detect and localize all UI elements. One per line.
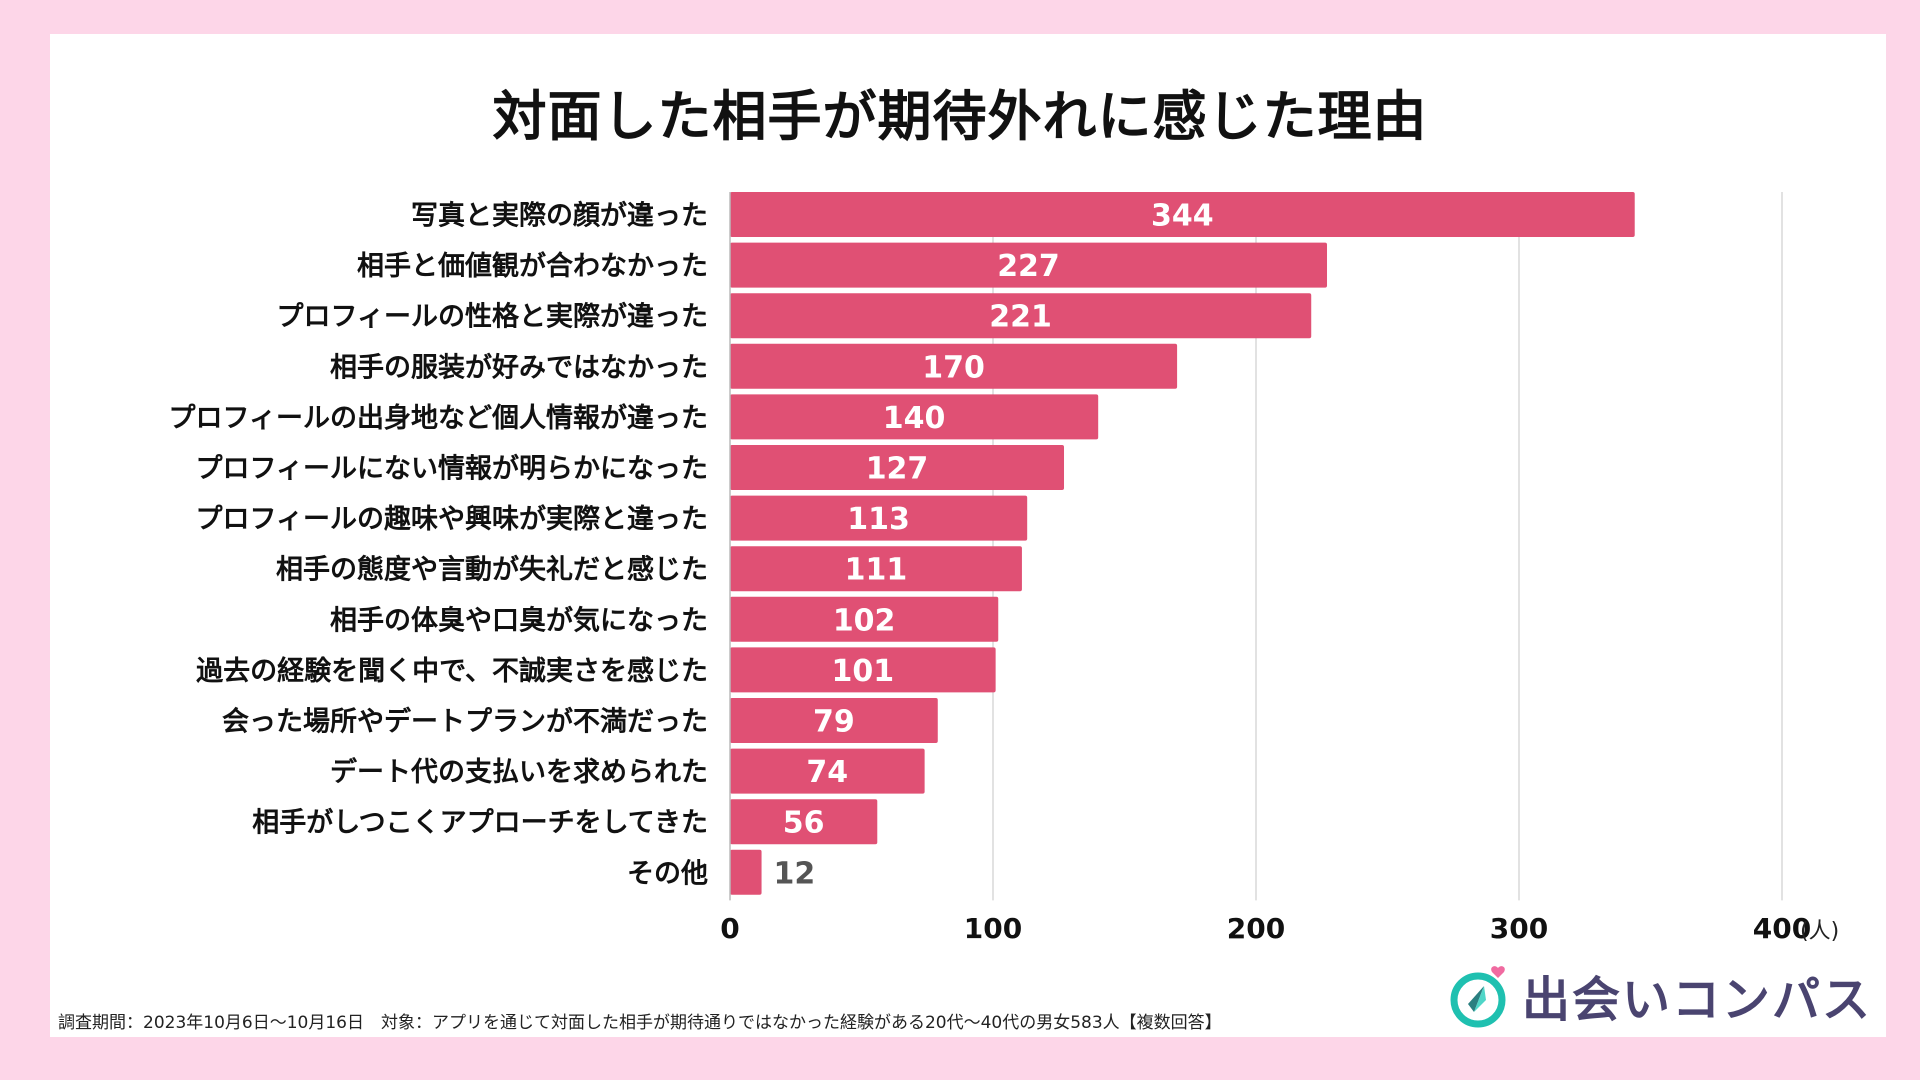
bar	[730, 242, 1328, 288]
data-label: 111	[845, 553, 908, 588]
category-label: 相手と価値観が合わなかった	[357, 250, 708, 282]
bar	[730, 495, 1028, 541]
compass-logo-icon	[1450, 966, 1506, 1028]
data-label: 170	[922, 350, 985, 385]
bar	[730, 698, 938, 743]
category-label: 相手の体臭や口臭が気になった	[330, 604, 708, 636]
category-label: デート代の支払いを求められた	[330, 756, 708, 788]
logo: 出会いコンパス	[1450, 960, 1872, 1030]
category-label: 相手がしつこくアプローチをしてきた	[252, 807, 708, 839]
data-label: 113	[847, 502, 910, 537]
bar	[730, 748, 925, 794]
category-label: 会った場所やデートプランが不満だった	[222, 706, 708, 738]
bar	[730, 343, 1178, 389]
category-label: その他	[627, 858, 708, 889]
data-label: 101	[832, 654, 895, 689]
category-label: 相手の態度や言動が失礼だと感じた	[276, 554, 708, 586]
data-label: 56	[783, 806, 825, 841]
category-label: 写真と実際の顔が違った	[411, 200, 708, 232]
category-label: プロフィールの出身地など個人情報が違った	[169, 402, 708, 434]
x-unit-label: (人)	[1800, 919, 1839, 944]
bar	[730, 647, 996, 693]
data-label: 74	[806, 755, 848, 790]
data-label: 344	[1151, 199, 1214, 234]
bar	[730, 445, 1065, 490]
data-label: 79	[813, 705, 855, 740]
data-label: 140	[883, 401, 946, 436]
bar	[730, 596, 999, 642]
x-tick-label: 200	[1227, 912, 1285, 945]
bar	[730, 293, 1312, 339]
bar	[730, 192, 1635, 237]
x-tick-label: 300	[1490, 912, 1548, 945]
bar	[730, 394, 1099, 440]
bar	[730, 849, 762, 895]
data-label: 127	[866, 452, 929, 487]
bar	[730, 546, 1022, 592]
category-label: プロフィールの性格と実際が違った	[277, 301, 708, 333]
data-label: 12	[774, 856, 816, 891]
category-label: 相手の服装が好みではなかった	[330, 351, 708, 383]
category-label: 過去の経験を聞く中で、不誠実さを感じた	[196, 655, 708, 687]
data-label: 227	[997, 249, 1060, 284]
bar	[730, 799, 878, 845]
x-tick-label: 0	[720, 912, 739, 945]
survey-note: 調査期間：2023年10月6日〜10月16日 対象：アプリを通じて対面した相手が…	[58, 1013, 1222, 1033]
data-label: 102	[833, 603, 896, 638]
x-tick-label: 100	[964, 912, 1022, 945]
logo-text: 出会いコンパス	[1522, 972, 1873, 1028]
x-tick-label: 400	[1753, 912, 1811, 945]
chart-title: 対面した相手が期待外れに感じた理由	[492, 85, 1428, 148]
category-label: プロフィールにない情報が明らかになった	[196, 453, 708, 485]
data-label: 221	[989, 300, 1052, 335]
category-label: プロフィールの趣味や興味が実際と違った	[196, 503, 708, 535]
